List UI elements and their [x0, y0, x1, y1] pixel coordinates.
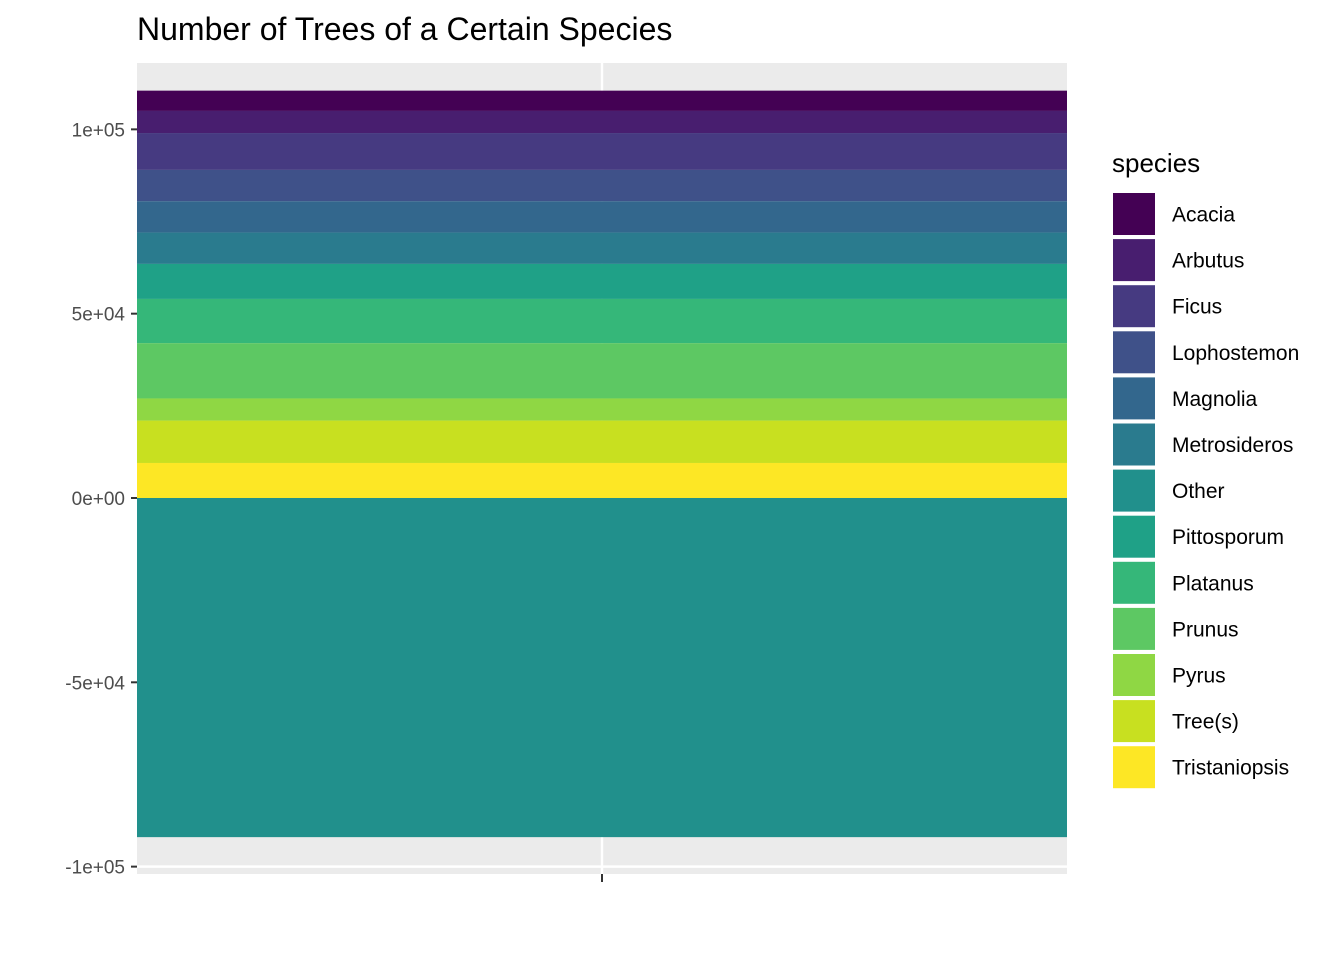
legend-label-pittosporum: Pittosporum	[1172, 526, 1284, 549]
chart-title: Number of Trees of a Certain Species	[137, 11, 672, 47]
legend-key-tree-s	[1113, 700, 1155, 743]
legend-label-ficus: Ficus	[1172, 296, 1222, 319]
legend-label-pyrus: Pyrus	[1172, 665, 1226, 688]
legend-key-acacia	[1113, 193, 1155, 235]
legend-label-metrosideros: Metrosideros	[1172, 434, 1293, 457]
bar-segments	[137, 90, 1067, 838]
y-tick-label: 0e+00	[72, 489, 125, 510]
legend: Acacia Arbutus Ficus Lophostemon Magnolia Met…	[1113, 193, 1299, 789]
y-tick-label: 1e+05	[72, 120, 125, 141]
bar-segment-magnolia	[137, 201, 1067, 233]
legend-key-prunus	[1113, 607, 1155, 650]
y-tick-label: -1e+05	[65, 858, 125, 879]
legend-label-tree-s: Tree(s)	[1172, 711, 1239, 734]
legend-label-tristaniopsis: Tristaniopsis	[1172, 757, 1289, 780]
y-tick-label: 5e+04	[72, 305, 126, 326]
bar-segment-arbutus	[137, 110, 1067, 134]
legend-label-lophostemon: Lophostemon	[1172, 342, 1299, 365]
legend-key-magnolia	[1113, 377, 1155, 420]
legend-key-lophostemon	[1113, 331, 1155, 374]
bar-segment-metrosideros	[137, 232, 1067, 264]
legend-label-acacia: Acacia	[1172, 204, 1235, 227]
legend-label-prunus: Prunus	[1172, 618, 1239, 641]
legend-key-pyrus	[1113, 654, 1155, 696]
bar-segment-ficus	[137, 133, 1067, 170]
bar-segment-prunus	[137, 343, 1067, 399]
legend-key-other	[1113, 469, 1155, 512]
legend-key-metrosideros	[1113, 423, 1155, 466]
bar-segment-platanus	[137, 298, 1067, 344]
legend-key-pittosporum	[1113, 515, 1155, 558]
legend-label-arbutus: Arbutus	[1172, 250, 1244, 273]
legend-label-other: Other	[1172, 480, 1225, 503]
legend-key-arbutus	[1113, 239, 1155, 282]
y-tick-label: -5e+04	[65, 673, 125, 694]
bar-segment-pyrus	[137, 398, 1067, 421]
bar-segment-other	[137, 497, 1067, 838]
y-axis: -1e+05 -5e+04 0e+00 5e+04 1e+05	[65, 120, 137, 879]
legend-key-ficus	[1113, 285, 1155, 328]
legend-label-magnolia: Magnolia	[1172, 388, 1258, 411]
legend-key-tristaniopsis	[1113, 746, 1155, 789]
bar-segment-acacia	[137, 90, 1067, 111]
bar-segment-pittosporum	[137, 263, 1067, 299]
bar-segment-tristaniopsis	[137, 462, 1067, 498]
legend-key-platanus	[1113, 561, 1155, 604]
bar-segment-lophostemon	[137, 169, 1067, 202]
legend-label-platanus: Platanus	[1172, 572, 1254, 595]
legend-title: species	[1112, 148, 1200, 178]
bar-segment-tree-s-	[137, 420, 1067, 463]
